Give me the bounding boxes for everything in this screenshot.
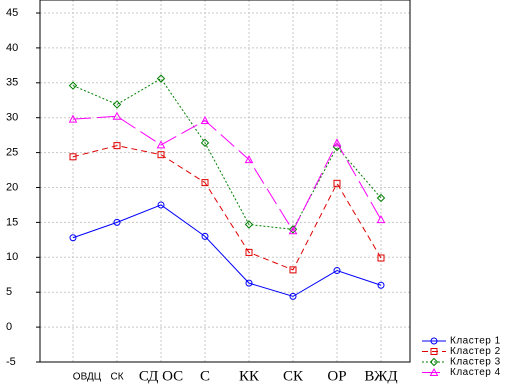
point [376, 215, 386, 224]
legend-label: Кластер 2 [450, 346, 501, 357]
x-tick-label: ОВДЦ [73, 372, 102, 383]
y-tick-label: 35 [6, 77, 18, 89]
legend-label: Кластер 3 [450, 357, 501, 368]
point [288, 226, 298, 235]
plot-frame [39, 0, 411, 363]
point [156, 74, 166, 83]
legend-marker [430, 337, 438, 345]
point [69, 234, 77, 242]
y-tick-label: -5 [6, 356, 16, 368]
legend-marker [429, 367, 439, 376]
legend-marker [429, 357, 439, 367]
series [69, 201, 385, 300]
legend-label: Кластер 1 [450, 336, 501, 347]
legend-label: Кластер 4 [450, 367, 501, 378]
y-tick-label: 15 [6, 216, 18, 228]
point [201, 179, 209, 187]
point [377, 281, 385, 289]
point [69, 153, 77, 161]
x-tick-label: ВЖД [364, 368, 397, 384]
x-tick-label: СД ОС [139, 368, 183, 384]
legend-marker [430, 348, 438, 355]
y-tick-label: 0 [6, 321, 12, 333]
point [245, 279, 253, 287]
point [377, 254, 385, 262]
y-tick-label: 10 [6, 251, 18, 263]
point [332, 138, 342, 147]
line [72, 204, 382, 297]
point [244, 220, 254, 229]
point [244, 155, 254, 164]
point [68, 81, 78, 90]
y-tick-label: 5 [6, 286, 12, 298]
x-tick-label: ОР [327, 368, 346, 384]
point [289, 292, 297, 300]
point [289, 266, 297, 274]
line [72, 115, 382, 232]
point [156, 140, 166, 149]
x-tick-label: С [200, 368, 210, 384]
y-tick-label: 40 [6, 42, 18, 54]
point [201, 232, 209, 240]
point [288, 225, 298, 234]
point [68, 114, 78, 123]
y-tick-label: 45 [6, 7, 18, 19]
point [113, 142, 121, 150]
point [112, 111, 122, 120]
point [245, 248, 253, 256]
series [69, 142, 385, 274]
point [157, 151, 165, 159]
x-tick-label: КК [239, 368, 260, 384]
point [112, 100, 122, 109]
point [157, 201, 165, 209]
point [200, 138, 210, 148]
y-tick-label: 20 [6, 181, 18, 193]
line [72, 145, 382, 271]
x-tick-label: СК [283, 368, 304, 384]
point [113, 218, 121, 226]
series [68, 111, 386, 235]
point [376, 193, 386, 203]
point [333, 267, 341, 275]
point [200, 115, 210, 124]
point [333, 179, 341, 187]
y-tick-label: 25 [6, 147, 18, 159]
y-tick-label: 30 [6, 112, 18, 124]
x-tick-label: СК [110, 372, 123, 383]
line [72, 77, 382, 230]
